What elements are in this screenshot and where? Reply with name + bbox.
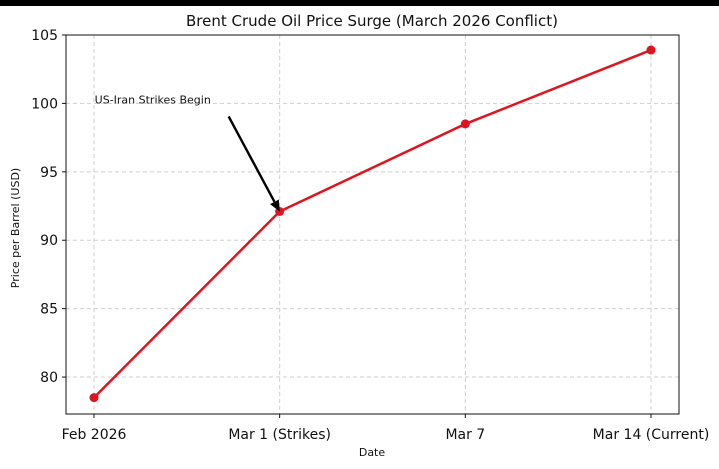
y-axis-label: Price per Barrel (USD)	[9, 168, 22, 288]
annotation-layer: US-Iran Strikes Begin	[95, 94, 280, 212]
x-tick-label: Mar 1 (Strikes)	[228, 427, 331, 443]
annotation-text: US-Iran Strikes Begin	[95, 94, 211, 107]
x-tick-label: Mar 14 (Current)	[593, 427, 710, 443]
y-tick-label: 95	[40, 165, 58, 181]
data-point	[646, 45, 656, 55]
top-bar	[0, 0, 719, 6]
data-point	[460, 119, 470, 129]
y-tick-label: 85	[40, 302, 58, 318]
annotation-arrowhead	[270, 199, 280, 212]
plot-frame	[65, 34, 680, 415]
grid	[66, 34, 679, 414]
axes: 80 85 90 95 100 105 Feb 2026 Mar 1 (Strikes) Mar…	[31, 28, 709, 443]
y-tick-label: 80	[40, 370, 58, 386]
x-axis-label: Date	[359, 446, 386, 459]
y-tick-label: 90	[40, 233, 58, 249]
y-tick-label: 100	[31, 96, 58, 112]
chart-title: Brent Crude Oil Price Surge (March 2026 …	[186, 12, 558, 30]
series-line	[92, 48, 653, 399]
y-tick-label: 105	[31, 28, 58, 44]
x-tick-label: Feb 2026	[62, 427, 127, 443]
annotation-arrow	[227, 115, 276, 203]
x-tick-label: Mar 7	[445, 427, 485, 443]
data-point	[89, 393, 99, 403]
